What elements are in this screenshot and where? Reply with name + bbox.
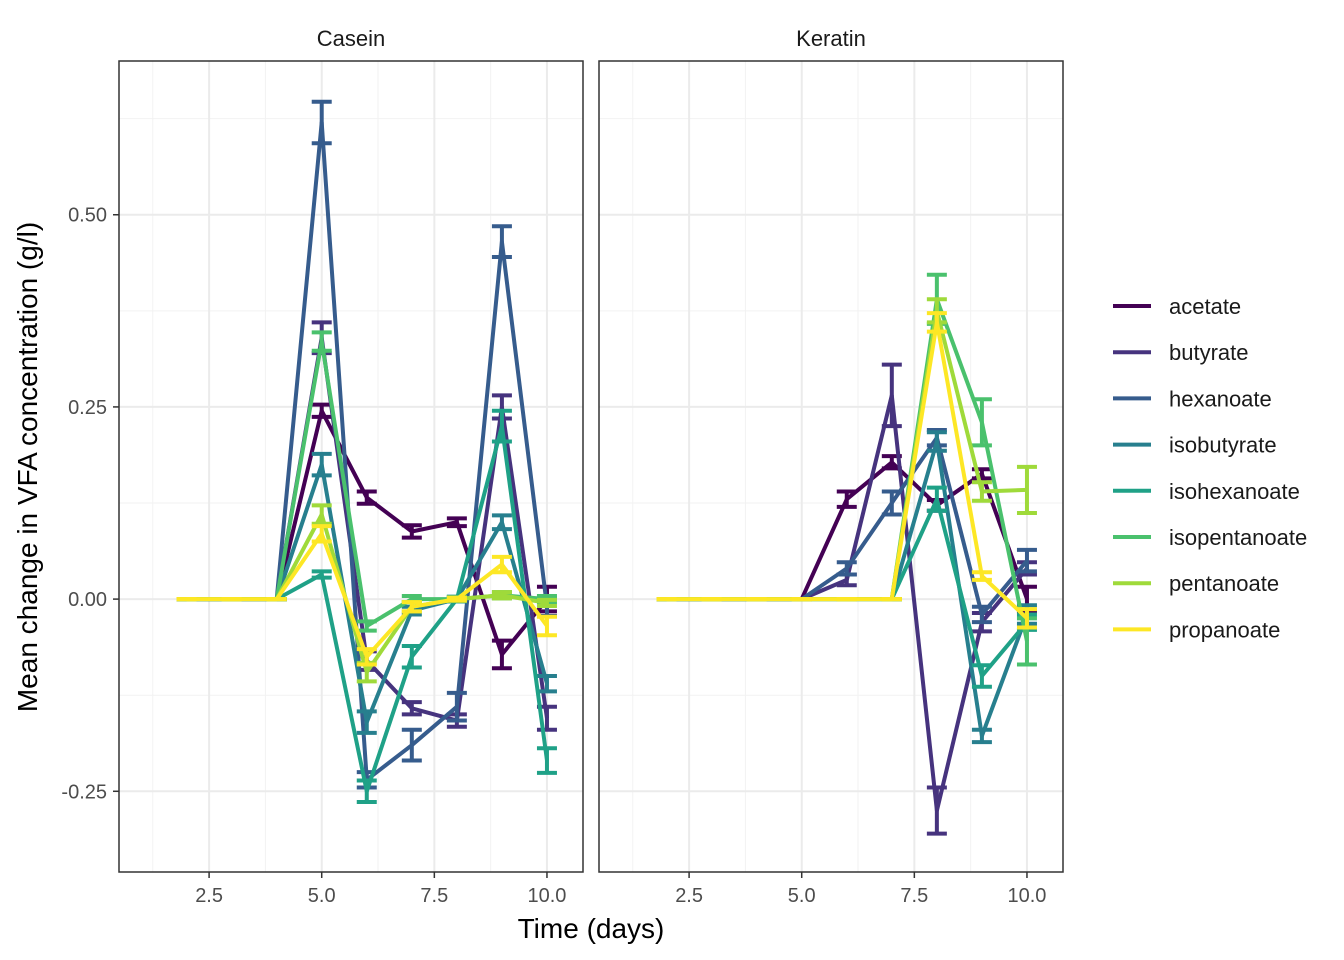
panel-casein [113, 60, 584, 878]
x-tick-label: 5.0 [788, 885, 816, 907]
series-propanoate [656, 311, 1037, 630]
y-tick-label: 0.00 [68, 589, 107, 611]
panel-background [599, 61, 1063, 872]
x-tick-label: 10.0 [527, 885, 566, 907]
error-bar [536, 614, 557, 638]
y-axis-tick-labels: -0.25 0.00 0.25 0.50 [61, 205, 107, 804]
error-bar [971, 397, 992, 448]
error-bar [356, 489, 377, 506]
x-axis-title: Time (days) [518, 913, 665, 944]
y-tick-label: 0.50 [68, 205, 107, 227]
error-bar [971, 663, 992, 689]
x-tick-label: 2.5 [195, 885, 223, 907]
error-bar [1016, 607, 1037, 630]
error-bar [356, 778, 377, 805]
error-bar [491, 513, 512, 532]
legend-item-isobutyrate: isobutyrate [1113, 433, 1277, 458]
error-bar [446, 690, 467, 723]
error-bar [446, 595, 467, 603]
error-bar [491, 554, 512, 575]
error-bar [446, 516, 467, 529]
y-tick-label: -0.25 [61, 781, 107, 803]
y-axis-title: Mean change in VFA concentration (g/l) [12, 222, 43, 712]
strip-label-casein: Casein [317, 26, 385, 51]
legend-label: isopentanoate [1169, 525, 1307, 550]
error-bar [881, 362, 902, 429]
error-bar [311, 524, 332, 544]
error-bar [536, 746, 557, 775]
legend-item-butyrate: butyrate [1113, 340, 1249, 365]
error-bar [881, 489, 902, 517]
legend-item-acetate: acetate [1113, 294, 1241, 319]
legend-item-hexanoate: hexanoate [1113, 386, 1272, 411]
error-bar [926, 430, 947, 453]
x-tick-label: 10.0 [1007, 885, 1046, 907]
y-tick-label: 0.25 [68, 397, 107, 419]
error-bar [491, 638, 512, 671]
error-bar [926, 311, 947, 334]
error-bar [926, 785, 947, 836]
error-bar [1016, 547, 1037, 574]
error-bar [311, 402, 332, 419]
error-bar [1016, 464, 1037, 516]
legend-label: isobutyrate [1169, 433, 1277, 458]
error-bar [401, 643, 422, 670]
error-bar [971, 727, 992, 745]
error-bar [356, 619, 377, 633]
error-bar [311, 451, 332, 478]
error-bar [356, 709, 377, 735]
error-bar [311, 569, 332, 580]
legend-label: pentanoate [1169, 571, 1279, 596]
legend-label: butyrate [1169, 340, 1249, 365]
legend-item-pentanoate: pentanoate [1113, 571, 1279, 596]
legend-item-propanoate: propanoate [1113, 617, 1280, 642]
error-bar [401, 700, 422, 717]
panel-border [598, 60, 1064, 873]
error-bar [536, 673, 557, 694]
legend-label: acetate [1169, 294, 1241, 319]
error-bar [491, 224, 512, 260]
error-bar [356, 647, 377, 667]
error-bar [971, 570, 992, 582]
panel-border [118, 60, 584, 873]
error-bar [836, 489, 857, 509]
series-propanoate [176, 524, 557, 667]
legend-label: hexanoate [1169, 386, 1272, 411]
error-bar [536, 597, 557, 609]
error-bar [401, 727, 422, 763]
error-bar [491, 408, 512, 444]
error-bar [926, 485, 947, 513]
error-bar [401, 600, 422, 614]
error-bar [311, 503, 332, 526]
error-bar [971, 604, 992, 625]
legend-item-isohexanoate: isohexanoate [1113, 479, 1300, 504]
strip-label-keratin: Keratin [796, 26, 866, 51]
x-tick-label: 5.0 [308, 885, 336, 907]
legend: acetate butyrate hexanoate isobutyrate i… [1113, 294, 1307, 642]
legend-label: propanoate [1169, 617, 1280, 642]
error-bar [311, 99, 332, 146]
x-tick-label: 7.5 [900, 885, 928, 907]
x-tick-label: 2.5 [675, 885, 703, 907]
error-bar [491, 590, 512, 601]
error-bar [971, 480, 992, 503]
legend-item-isopentanoate: isopentanoate [1113, 525, 1307, 550]
error-bar [311, 330, 332, 353]
error-bar [401, 523, 422, 540]
x-axis-tick-labels: 2.5 5.0 7.5 10.0 2.5 5.0 7.5 10.0 [195, 885, 1046, 907]
error-bar [836, 560, 857, 577]
x-tick-label: 7.5 [420, 885, 448, 907]
panel-keratin [598, 60, 1064, 878]
legend-label: isohexanoate [1169, 479, 1300, 504]
